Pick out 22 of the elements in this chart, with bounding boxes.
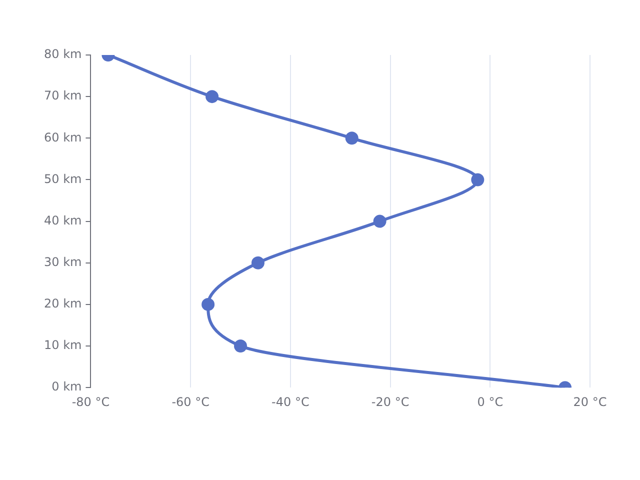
point [373,214,386,228]
y-tick-label: 20 km [44,296,82,311]
point [234,340,248,353]
point [471,173,484,186]
x-tick-label: -20 °C [371,394,410,409]
x-tick-label: -40 °C [272,394,310,409]
y-tick-label: 60 km [44,130,82,144]
point [206,90,219,104]
y-tick-label: 10 km [44,338,82,352]
point [251,256,264,270]
y-tick-label: 70 km [44,88,82,103]
y-tick-label: 50 km [44,172,82,186]
x-tick-label: -60 °C [172,394,210,409]
y-tick-label: 40 km [44,213,82,228]
x-tick-label: 0 °C [477,394,504,409]
x-tick-label: 20 °C [573,394,607,409]
point [345,132,358,145]
y-tick-label: 80 km [44,47,82,62]
y-tick-label: 0 km [52,380,82,394]
y-tick-label: 30 km [44,255,82,269]
x-tick-label: -80 °C [72,394,110,409]
point [202,298,215,311]
